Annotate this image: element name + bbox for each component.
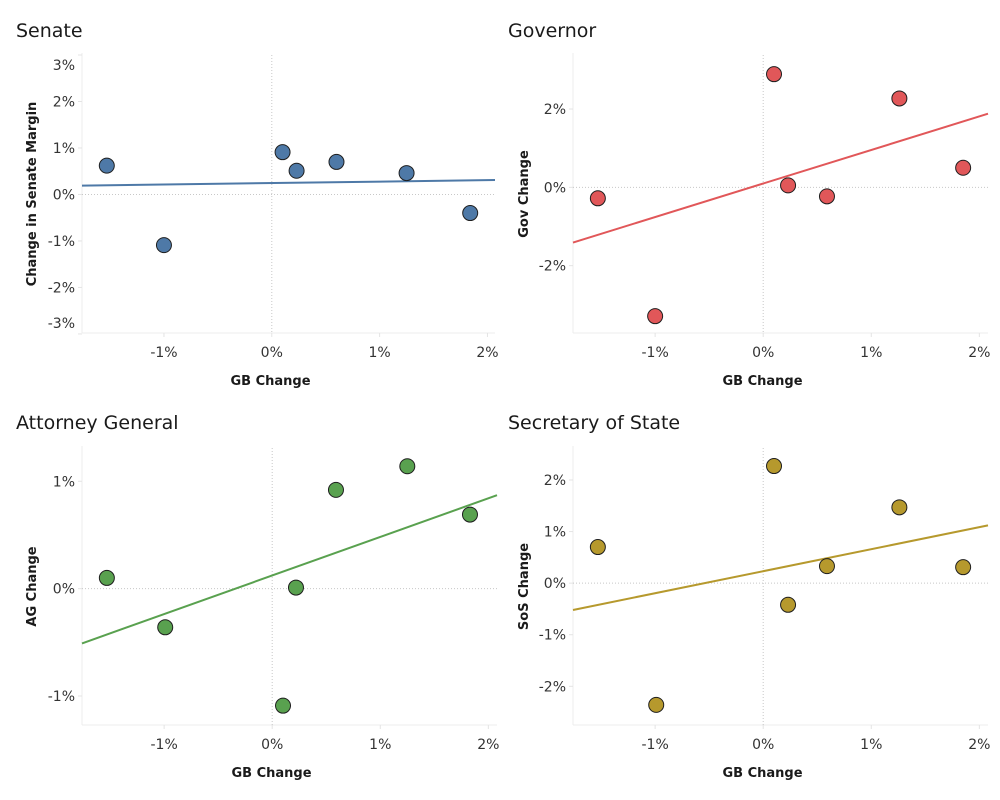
governor-panel: Governor -1% 0% 1% 2% 2% 0% -2% GB Change Gov Ch… <box>492 0 992 400</box>
y-tick-label: 1% <box>53 141 75 157</box>
y-tick-label: 0% <box>53 582 75 598</box>
trend-line <box>81 494 498 645</box>
data-point <box>398 165 415 182</box>
trend-line <box>572 524 989 611</box>
y-tick-label: 3% <box>53 58 75 74</box>
x-axis-title: GB Change <box>230 374 310 389</box>
senate-panel: Senate -1% 0% 1% 2% 3% 2% 1% 0% -1% -2% -3% GB Chan… <box>0 0 500 400</box>
data-point <box>589 539 606 556</box>
y-tick-label: -1% <box>48 234 75 250</box>
x-tick-label: -1% <box>642 737 669 753</box>
x-tick-label: 1% <box>860 737 882 753</box>
x-tick-label: -1% <box>642 345 669 361</box>
y-tick-label: 1% <box>53 474 75 490</box>
senate-scatter-plot: -1% 0% 1% 2% 3% 2% 1% 0% -1% -2% -3% GB Change Chang… <box>25 53 499 389</box>
x-tick-label: 1% <box>369 345 391 361</box>
data-point <box>98 569 115 586</box>
y-tick-label: 1% <box>544 525 566 541</box>
chart-title: Governor <box>508 20 597 42</box>
data-point <box>589 190 606 207</box>
y-tick-label: -1% <box>48 689 75 705</box>
x-axis-title: GB Change <box>722 766 802 781</box>
data-point <box>955 159 972 176</box>
x-tick-label: 0% <box>261 345 283 361</box>
x-tick-label: 0% <box>752 737 774 753</box>
data-point <box>327 481 344 498</box>
x-tick-label: 0% <box>261 737 283 753</box>
data-point <box>647 308 664 325</box>
y-tick-label: -1% <box>539 628 566 644</box>
x-axis-title: GB Change <box>722 374 802 389</box>
x-tick-label: 1% <box>369 737 391 753</box>
x-tick-label: 2% <box>476 345 498 361</box>
y-tick-label: -2% <box>539 259 566 275</box>
governor-scatter-plot: -1% 0% 1% 2% 2% 0% -2% GB Change Gov Change <box>517 53 990 389</box>
y-tick-label: 2% <box>53 94 75 110</box>
x-tick-label: -1% <box>150 345 177 361</box>
x-tick-label: 2% <box>968 737 990 753</box>
data-point <box>275 697 292 714</box>
x-tick-label: 2% <box>968 345 990 361</box>
x-tick-label: 1% <box>860 345 882 361</box>
data-point <box>648 696 665 713</box>
data-point <box>287 579 304 596</box>
y-tick-label: -2% <box>48 280 75 296</box>
attorney-general-scatter-plot: -1% 0% 1% 2% 1% 0% -1% GB Change AG Change <box>25 446 499 781</box>
y-tick-label: -3% <box>48 316 75 332</box>
y-tick-label: 0% <box>544 576 566 592</box>
data-point <box>780 177 797 194</box>
x-axis-title: GB Change <box>231 766 311 781</box>
data-point <box>157 619 174 636</box>
data-point <box>891 90 908 107</box>
data-point <box>818 558 835 575</box>
y-tick-label: -2% <box>539 679 566 695</box>
y-tick-label: 2% <box>544 102 566 118</box>
y-axis-title: Change in Senate Margin <box>25 102 40 287</box>
y-tick-label: 0% <box>544 180 566 196</box>
data-point <box>399 458 416 475</box>
y-tick-label: 2% <box>544 473 566 489</box>
data-point <box>98 157 115 174</box>
data-point <box>155 237 172 254</box>
x-tick-label: 0% <box>752 345 774 361</box>
trend-line <box>81 179 496 187</box>
y-axis-title: Gov Change <box>517 150 532 238</box>
trend-line <box>572 112 989 244</box>
data-point <box>766 66 783 83</box>
secretary-of-state-panel: Secretary of State -1% 0% 1% 2% 2% 1% 0% -1% -2%… <box>492 392 992 792</box>
secretary-of-state-scatter-plot: -1% 0% 1% 2% 2% 1% 0% -1% -2% GB Change SoS Change <box>517 446 990 781</box>
data-point <box>955 559 972 576</box>
data-point <box>288 162 305 179</box>
y-axis-title: SoS Change <box>517 543 532 630</box>
data-point <box>818 188 835 205</box>
x-tick-label: 2% <box>477 737 499 753</box>
x-tick-label: -1% <box>151 737 178 753</box>
data-point <box>780 596 797 613</box>
data-point <box>461 506 478 523</box>
attorney-general-panel: Attorney General -1% 0% 1% 2% 1% 0% -1% GB Chan… <box>0 392 500 792</box>
chart-title: Senate <box>16 20 83 42</box>
data-point <box>462 205 479 222</box>
y-axis-title: AG Change <box>25 546 40 626</box>
data-point <box>328 153 345 170</box>
data-point <box>891 499 908 516</box>
data-point <box>274 144 291 161</box>
data-point <box>766 458 783 475</box>
y-tick-label: 0% <box>53 187 75 203</box>
chart-title: Secretary of State <box>508 412 681 434</box>
chart-title: Attorney General <box>16 412 179 434</box>
